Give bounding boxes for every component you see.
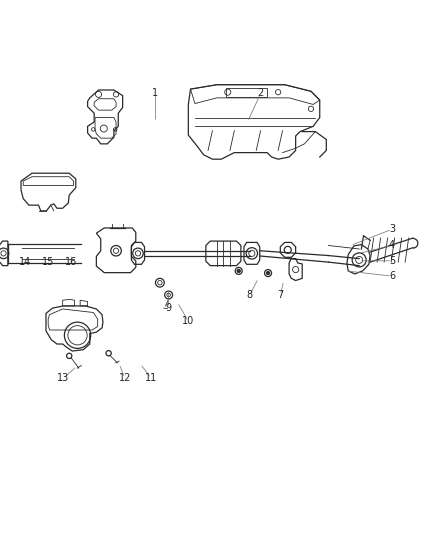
Text: 5: 5 xyxy=(389,256,395,266)
Text: 7: 7 xyxy=(277,290,283,300)
Text: 13: 13 xyxy=(57,373,70,383)
Bar xyxy=(226,88,267,96)
Text: 4: 4 xyxy=(389,240,395,251)
Text: 6: 6 xyxy=(389,271,395,281)
Text: 16: 16 xyxy=(65,257,78,267)
Text: 1: 1 xyxy=(152,88,159,99)
Text: 14: 14 xyxy=(19,257,32,267)
Text: 3: 3 xyxy=(389,224,395,235)
Text: 10: 10 xyxy=(182,316,194,326)
Text: 9: 9 xyxy=(166,303,172,313)
Text: 11: 11 xyxy=(145,373,157,383)
Text: 2: 2 xyxy=(258,88,264,99)
Circle shape xyxy=(266,271,270,275)
Circle shape xyxy=(237,269,240,273)
Text: 12: 12 xyxy=(119,373,131,383)
Text: 8: 8 xyxy=(247,290,253,300)
Text: 15: 15 xyxy=(42,257,54,267)
